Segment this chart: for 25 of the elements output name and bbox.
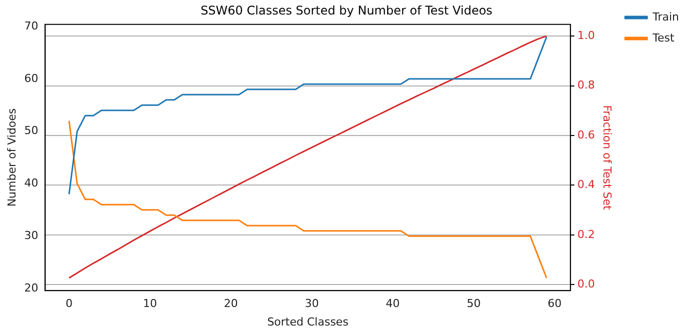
legend-label: Test: [652, 31, 675, 44]
y2-tick-label: 0.4: [577, 178, 595, 192]
x-tick-label: 0: [66, 297, 73, 310]
x-tick-label: 10: [142, 297, 157, 310]
y2-tick-label: 0.6: [577, 128, 595, 142]
x-tick-label: 30: [304, 297, 319, 310]
y-tick-label: 30: [24, 228, 38, 242]
y-tick-label: 70: [24, 19, 38, 32]
x-tick-label: 20: [224, 297, 238, 310]
y-tick-label: 40: [24, 176, 38, 190]
y-tick-label: 60: [24, 72, 38, 85]
y2-tick-label: 0.0: [577, 277, 595, 290]
legend-label: Train: [652, 10, 680, 24]
y-axis-title: Number of Vidoes: [5, 108, 18, 207]
x-axis-title: Sorted Classes: [267, 315, 349, 328]
x-tick-label: 60: [548, 297, 562, 310]
chart-title: SSW60 Classes Sorted by Number of Test Videos: [200, 3, 492, 18]
x-tick-label: 40: [386, 297, 400, 310]
y-tick-label: 50: [24, 124, 38, 138]
y2-tick-label: 1.0: [577, 28, 595, 42]
y2-tick-label: 0.8: [577, 78, 595, 92]
y2-axis-title: Fraction of Test Set: [600, 105, 614, 211]
x-tick-label: 50: [466, 297, 481, 310]
y-tick-label: 20: [24, 281, 38, 294]
y2-tick-label: 0.2: [577, 228, 595, 241]
